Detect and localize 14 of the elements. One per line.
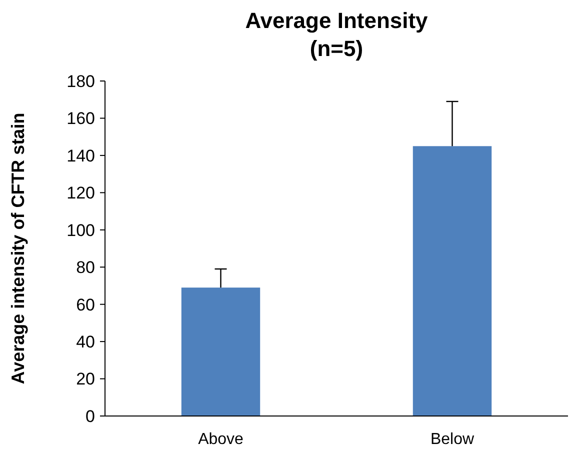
x-tick-label: Above	[198, 431, 244, 448]
y-tick-label: 20	[76, 370, 95, 389]
x-tick-label: Below	[430, 431, 474, 448]
y-axis-title: Average intensity of CFTR stain	[8, 112, 28, 384]
chart-title: Average Intensity (n=5)	[245, 8, 429, 61]
y-tick-label: 120	[66, 184, 95, 203]
y-tick-label: 100	[66, 220, 95, 240]
y-tick-label: 0	[86, 406, 95, 426]
y-tick-label: 40	[76, 332, 95, 352]
y-tick-label: 160	[66, 109, 95, 128]
y-tick-label: 180	[66, 72, 95, 91]
y-tick-label: 60	[76, 295, 95, 314]
y-tick-label: 80	[76, 258, 95, 278]
y-tick-label: 140	[66, 146, 95, 166]
